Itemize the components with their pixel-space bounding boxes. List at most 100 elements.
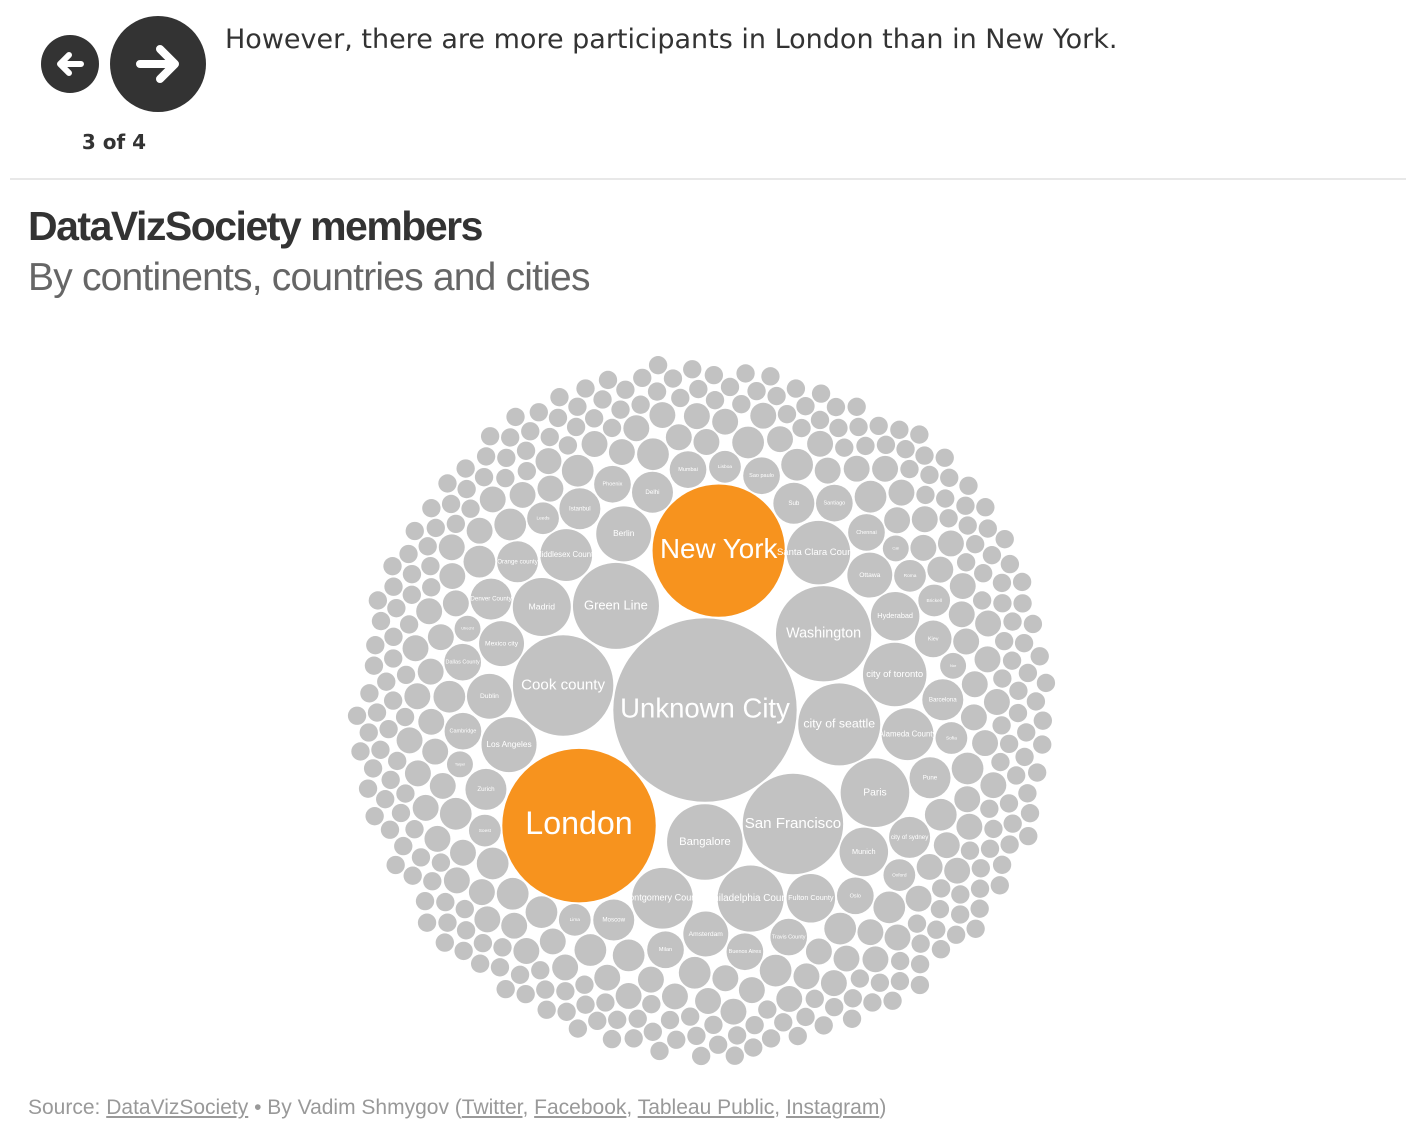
bubble: [594, 465, 631, 503]
bubble: [814, 1016, 833, 1035]
bubble: [386, 855, 405, 875]
bubble: [683, 360, 702, 379]
bubble: [856, 436, 875, 456]
bubble: [456, 921, 476, 940]
bubble: [689, 379, 708, 399]
bubble: [438, 913, 457, 932]
bubble: [931, 940, 951, 959]
closing: ): [879, 1096, 887, 1119]
bubble: [708, 1035, 728, 1054]
bubble-label: Orange county: [497, 558, 538, 565]
bubble: [775, 586, 872, 682]
bubble: [953, 628, 980, 655]
bubble: [438, 534, 465, 561]
bubble: [916, 853, 943, 880]
bubble: [667, 1030, 686, 1049]
bubble: [521, 422, 540, 441]
bubble: [758, 1000, 777, 1019]
bubble: [725, 1046, 744, 1065]
bubble: [405, 820, 424, 839]
bubble: [466, 673, 512, 719]
bubble-label: Sao paulo: [749, 473, 774, 479]
bubble: [613, 618, 797, 802]
bubble-label: Pune: [923, 774, 938, 781]
bubble: [415, 891, 435, 911]
bubble: [951, 752, 984, 785]
bubble-label: Montgomery County: [622, 893, 704, 903]
bubble: [726, 933, 764, 971]
bubble: [608, 439, 635, 466]
bubble: [1007, 766, 1026, 785]
bubble: [596, 506, 652, 562]
bubble: [476, 847, 509, 880]
bubble: [497, 448, 516, 468]
bubble: [576, 995, 595, 1014]
bubble: [870, 592, 920, 641]
bubble: [558, 436, 578, 455]
chart-subtitle: By continents, countries and cities: [28, 256, 590, 299]
bubble: [380, 820, 400, 839]
bubble: [463, 545, 496, 578]
bubble: [936, 489, 955, 508]
social-link[interactable]: Tableau Public: [637, 1096, 775, 1119]
bubble: [910, 975, 930, 995]
bubble: [612, 939, 645, 972]
bubble: [404, 683, 431, 710]
bubble: [444, 712, 482, 750]
bubble: [777, 404, 797, 424]
bubble: [890, 972, 910, 991]
bubble: [712, 408, 739, 435]
bubble: [649, 402, 676, 429]
bubble: [602, 1029, 622, 1049]
social-link[interactable]: Twitter: [461, 1096, 523, 1119]
bubble: [506, 407, 525, 427]
bubble: [704, 1015, 723, 1035]
bubble: [1002, 651, 1022, 670]
source-link[interactable]: DataVizSociety: [106, 1096, 249, 1119]
link-separator: ,: [774, 1096, 786, 1119]
bubble: [669, 451, 707, 488]
bubble: [910, 534, 937, 561]
bubble: [1018, 784, 1037, 803]
bubble: [990, 876, 1009, 895]
bubble: [402, 635, 429, 662]
bubble: [857, 919, 884, 946]
bubble: [745, 1015, 764, 1035]
bubble-label: London: [525, 805, 632, 841]
next-button[interactable]: [110, 16, 206, 112]
prev-button[interactable]: [41, 35, 99, 93]
bubble: [820, 970, 847, 997]
bubble: [805, 938, 832, 965]
bubble: [449, 839, 476, 866]
bubble: [383, 556, 402, 576]
bubble: [387, 598, 406, 618]
bubble: [548, 408, 568, 428]
social-link[interactable]: Facebook: [534, 1096, 627, 1119]
bubble: [884, 924, 911, 951]
bubble: [786, 379, 806, 398]
bubble: [738, 977, 765, 1004]
social-link[interactable]: Instagram: [785, 1096, 880, 1119]
footer: Source: DataVizSociety • By Vadim Shmygo…: [28, 1096, 886, 1120]
bubble: [916, 485, 935, 505]
bubble: [683, 911, 729, 957]
bubble: [588, 1011, 607, 1031]
bubble-label: Green Line: [584, 597, 648, 612]
bubble: [720, 377, 740, 397]
chart: Unknown City London New York San Francisco C…: [347, 356, 1056, 1066]
bubble: [935, 448, 954, 467]
bubble: [476, 447, 496, 466]
bubble: [786, 874, 836, 923]
bubble: [637, 438, 669, 471]
bubble-label: Zurich: [477, 786, 495, 793]
bubble: [540, 529, 593, 582]
bubble: [869, 416, 888, 436]
link-separator: ,: [522, 1096, 535, 1119]
bubble: [435, 933, 454, 952]
bubble: [479, 486, 506, 513]
bubble: [402, 585, 421, 604]
bubble: [971, 859, 990, 878]
bubble: [951, 885, 970, 904]
bubble: [647, 931, 684, 969]
bubble: [671, 388, 690, 408]
